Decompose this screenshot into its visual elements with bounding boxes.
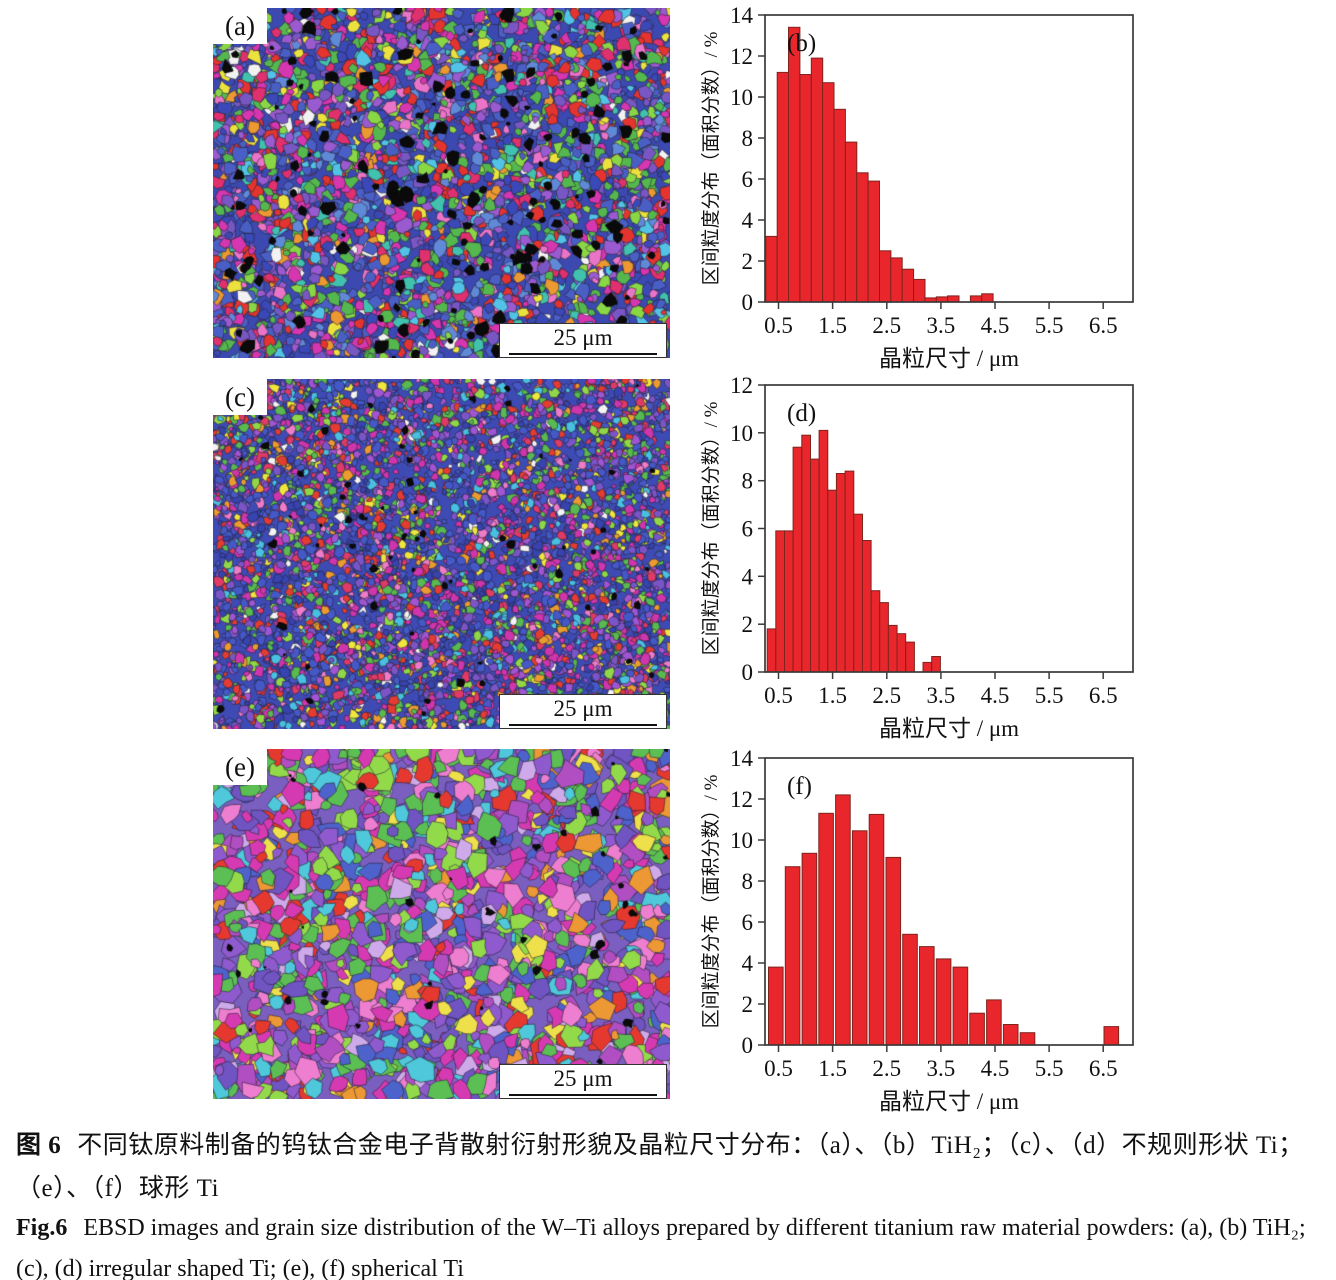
svg-text:2.5: 2.5 — [872, 683, 901, 708]
caption-en-figure-number: Fig.6 — [16, 1215, 68, 1241]
svg-text:3.5: 3.5 — [927, 1056, 956, 1081]
svg-text:2.5: 2.5 — [872, 313, 901, 338]
svg-text:2.5: 2.5 — [872, 1056, 901, 1081]
svg-text:2: 2 — [742, 249, 754, 274]
svg-text:14: 14 — [730, 746, 754, 771]
caption-en-text: EBSD images and grain size distribution … — [16, 1215, 1306, 1280]
caption-cn-figure-number: 图 6 — [16, 1132, 62, 1159]
svg-text:1.5: 1.5 — [818, 1056, 847, 1081]
svg-text:4.5: 4.5 — [981, 683, 1010, 708]
svg-text:0: 0 — [742, 660, 754, 685]
ebsd-image-e — [213, 749, 670, 1099]
svg-text:3.5: 3.5 — [927, 683, 956, 708]
svg-text:(d): (d) — [787, 400, 816, 427]
scale-bar-line-a — [509, 353, 657, 355]
ebsd-panel-a: (a) 25 μm — [213, 8, 670, 358]
svg-text:12: 12 — [730, 787, 753, 812]
scale-bar-c: 25 μm — [499, 694, 667, 729]
svg-text:4.5: 4.5 — [981, 313, 1010, 338]
svg-text:晶粒尺寸 / μm: 晶粒尺寸 / μm — [879, 716, 1019, 741]
svg-text:2: 2 — [742, 612, 754, 637]
svg-text:0.5: 0.5 — [764, 1056, 793, 1081]
chart-panel-d: 0.5 1.5 2.5 3.5 4.5 5.5 6.5 0 2 4 6 8 10 12 (d) 晶粒尺寸 / … — [700, 370, 1136, 742]
svg-text:0: 0 — [742, 290, 754, 315]
svg-text:12: 12 — [730, 373, 753, 398]
svg-text:6: 6 — [742, 910, 754, 935]
svg-text:14: 14 — [730, 3, 754, 28]
svg-text:5.5: 5.5 — [1035, 313, 1064, 338]
panel-label-a: (a) — [213, 8, 267, 44]
caption-cn-text: 不同钛原料制备的钨钛合金电子背散射衍射形貌及晶粒尺寸分布：（a）、（b）TiH₂… — [16, 1132, 1304, 1202]
svg-text:5.5: 5.5 — [1035, 1056, 1064, 1081]
svg-text:4.5: 4.5 — [981, 1056, 1010, 1081]
svg-text:10: 10 — [730, 421, 753, 446]
ebsd-panel-c: (c) 25 μm — [213, 379, 670, 729]
svg-text:0.5: 0.5 — [764, 313, 793, 338]
svg-text:8: 8 — [742, 469, 754, 494]
svg-text:10: 10 — [730, 828, 753, 853]
svg-text:晶粒尺寸 / μm: 晶粒尺寸 / μm — [879, 1089, 1019, 1114]
svg-text:3.5: 3.5 — [927, 313, 956, 338]
svg-text:1.5: 1.5 — [818, 683, 847, 708]
scale-bar-line-e — [509, 1094, 657, 1096]
svg-text:0: 0 — [742, 1033, 754, 1058]
svg-text:区间粒度分布（面积分数）/ %: 区间粒度分布（面积分数）/ % — [700, 31, 722, 285]
svg-text:4: 4 — [742, 564, 754, 589]
svg-text:0.5: 0.5 — [764, 683, 793, 708]
svg-text:6.5: 6.5 — [1089, 683, 1118, 708]
panel-label-c: (c) — [213, 379, 267, 415]
svg-text:12: 12 — [730, 44, 753, 69]
svg-text:5.5: 5.5 — [1035, 683, 1064, 708]
svg-text:区间粒度分布（面积分数）/ %: 区间粒度分布（面积分数）/ % — [700, 774, 722, 1028]
grain-size-chart-f: 0.5 1.5 2.5 3.5 4.5 5.5 6.5 0 2 4 6 8 10 12 14 (f) 晶粒尺寸 … — [700, 746, 1134, 1114]
ebsd-image-c — [213, 379, 670, 729]
scale-bar-a: 25 μm — [499, 323, 667, 358]
caption-english: Fig.6 EBSD images and grain size distribu… — [16, 1208, 1324, 1280]
svg-text:4: 4 — [742, 951, 754, 976]
svg-text:区间粒度分布（面积分数）/ %: 区间粒度分布（面积分数）/ % — [700, 401, 722, 655]
scale-bar-e: 25 μm — [499, 1064, 667, 1099]
chart-panel-f: 0.5 1.5 2.5 3.5 4.5 5.5 6.5 0 2 4 6 8 10 12 14 (f) 晶粒尺寸 … — [700, 743, 1136, 1115]
ebsd-panel-e: (e) 25 μm — [213, 749, 670, 1099]
scale-bar-text-c: 25 μm — [553, 696, 613, 721]
svg-text:6: 6 — [742, 167, 754, 192]
grain-size-chart-b: 0.5 1.5 2.5 3.5 4.5 5.5 6.5 0 2 4 6 8 10 12 14 (b) 晶粒尺寸 … — [700, 3, 1134, 371]
svg-text:8: 8 — [742, 869, 754, 894]
svg-text:6.5: 6.5 — [1089, 1056, 1118, 1081]
svg-text:4: 4 — [742, 208, 754, 233]
grain-size-chart-d: 0.5 1.5 2.5 3.5 4.5 5.5 6.5 0 2 4 6 8 10 12 (d) 晶粒尺寸 / … — [700, 373, 1134, 741]
svg-text:6.5: 6.5 — [1089, 313, 1118, 338]
scale-bar-text-a: 25 μm — [553, 325, 613, 350]
caption-chinese: 图 6 不同钛原料制备的钨钛合金电子背散射衍射形貌及晶粒尺寸分布：（a）、（b）T… — [16, 1124, 1324, 1210]
svg-text:(b): (b) — [787, 30, 816, 57]
svg-text:1.5: 1.5 — [818, 313, 847, 338]
scale-bar-line-c — [509, 724, 657, 726]
svg-text:晶粒尺寸 / μm: 晶粒尺寸 / μm — [879, 346, 1019, 371]
svg-text:2: 2 — [742, 992, 754, 1017]
svg-text:(f): (f) — [787, 773, 812, 800]
chart-panel-b: 0.5 1.5 2.5 3.5 4.5 5.5 6.5 0 2 4 6 8 10 12 14 (b) 晶粒尺寸 … — [700, 0, 1136, 372]
ebsd-image-a — [213, 8, 670, 358]
svg-text:8: 8 — [742, 126, 754, 151]
scale-bar-text-e: 25 μm — [553, 1066, 613, 1091]
svg-text:10: 10 — [730, 85, 753, 110]
svg-text:6: 6 — [742, 517, 754, 542]
panel-label-e: (e) — [213, 749, 267, 785]
